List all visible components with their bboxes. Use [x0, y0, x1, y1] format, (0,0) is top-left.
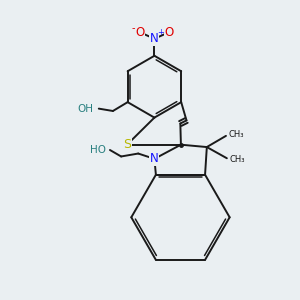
Text: O: O: [164, 26, 174, 39]
Text: CH₃: CH₃: [229, 155, 245, 164]
Text: N: N: [150, 32, 159, 45]
Text: CH₃: CH₃: [228, 130, 244, 139]
Text: OH: OH: [77, 103, 94, 114]
Text: -: -: [131, 23, 135, 33]
Text: +: +: [158, 28, 164, 37]
Text: S: S: [123, 138, 131, 151]
Text: HO: HO: [89, 145, 106, 155]
Text: O: O: [135, 26, 144, 39]
Text: N: N: [150, 152, 159, 165]
